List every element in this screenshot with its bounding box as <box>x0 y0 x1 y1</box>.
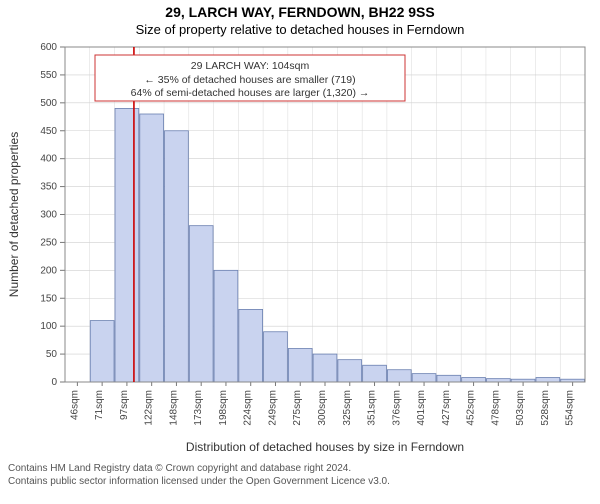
svg-text:Number of detached properties: Number of detached properties <box>7 132 21 297</box>
x-tick-label: 503sqm <box>515 390 526 426</box>
x-tick-label: 46sqm <box>69 390 80 420</box>
svg-text:64% of semi-detached houses ar: 64% of semi-detached houses are larger (… <box>131 87 370 99</box>
page-title-1: 29, LARCH WAY, FERNDOWN, BH22 9SS <box>0 4 600 20</box>
x-tick-label: 427sqm <box>441 390 452 426</box>
svg-text:0: 0 <box>51 377 57 388</box>
footer-line-2: Contains public sector information licen… <box>8 476 592 489</box>
svg-text:350: 350 <box>40 182 57 193</box>
svg-text:500: 500 <box>40 98 57 109</box>
x-tick-label: 401sqm <box>416 390 427 426</box>
x-tick-label: 376sqm <box>391 390 402 426</box>
x-tick-label: 351sqm <box>367 390 378 426</box>
x-tick-label: 97sqm <box>119 390 130 420</box>
svg-text:200: 200 <box>40 265 57 276</box>
x-tick-label: 452sqm <box>466 390 477 426</box>
x-tick-label: 275sqm <box>292 390 303 426</box>
chart-container: 0 50 100 150 200 250 300 350 400 450 500 550 600 46sq… <box>0 37 600 457</box>
x-tick-label: 122sqm <box>144 390 155 426</box>
footer-line-1: Contains HM Land Registry data © Crown c… <box>8 463 592 476</box>
x-tick-label: 198sqm <box>218 390 229 426</box>
svg-text:550: 550 <box>40 70 57 81</box>
x-tick-label: 554sqm <box>565 390 576 426</box>
svg-text:150: 150 <box>40 293 57 304</box>
x-tick-label: 224sqm <box>243 390 254 426</box>
x-tick-label: 249sqm <box>267 390 278 426</box>
svg-text:100: 100 <box>40 321 57 332</box>
footer-caption: Contains HM Land Registry data © Crown c… <box>0 457 600 492</box>
svg-text:450: 450 <box>40 126 57 137</box>
x-tick-label: 478sqm <box>490 390 501 426</box>
x-tick-label: 300sqm <box>317 390 328 426</box>
page-title-2: Size of property relative to detached ho… <box>0 22 600 37</box>
histogram-chart: 0 50 100 150 200 250 300 350 400 450 500 550 600 46sq… <box>0 37 600 457</box>
svg-text:300: 300 <box>40 210 57 221</box>
x-tick-label: 528sqm <box>540 390 551 426</box>
svg-text:29 LARCH WAY: 104sqm: 29 LARCH WAY: 104sqm <box>191 60 310 72</box>
svg-text:600: 600 <box>40 42 57 53</box>
svg-text:250: 250 <box>40 237 57 248</box>
x-tick-label: 325sqm <box>342 390 353 426</box>
x-tick-label: 148sqm <box>168 390 179 426</box>
svg-text:50: 50 <box>46 349 58 360</box>
svg-text:← 35% of detached houses are s: ← 35% of detached houses are smaller (71… <box>144 74 355 86</box>
x-tick-label: 71sqm <box>94 390 105 420</box>
svg-text:400: 400 <box>40 154 57 165</box>
svg-text:Distribution of detached house: Distribution of detached houses by size … <box>186 440 464 454</box>
x-tick-label: 173sqm <box>193 390 204 426</box>
